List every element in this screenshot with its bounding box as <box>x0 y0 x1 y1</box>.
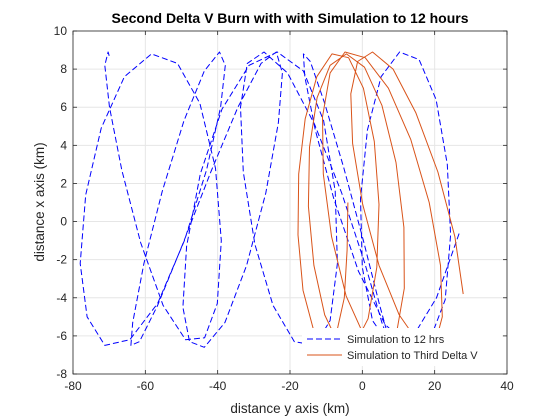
y-tick-label: -6 <box>56 329 67 343</box>
x-tick-label: 0 <box>359 379 366 393</box>
y-tick-label: 10 <box>54 24 68 38</box>
y-tick-label: 2 <box>60 176 67 190</box>
chart-title: Second Delta V Burn with with Simulation… <box>111 10 468 26</box>
x-tick-label: 40 <box>500 379 514 393</box>
x-tick-label: -40 <box>209 379 227 393</box>
y-tick-label: 6 <box>60 100 67 114</box>
x-tick-label: -20 <box>281 379 299 393</box>
y-tick-label: 4 <box>60 138 67 152</box>
legend: Simulation to 12 hrs Simulation to Third … <box>302 328 502 366</box>
legend-label-1: Simulation to 12 hrs <box>347 334 445 346</box>
legend-label-2: Simulation to Third Delta V <box>347 350 478 362</box>
series-line-2 <box>297 51 464 350</box>
y-tick-label: 0 <box>60 215 67 229</box>
legend-box <box>302 328 502 366</box>
y-tick-label: 8 <box>60 62 67 76</box>
y-tick-label: -2 <box>56 253 67 267</box>
x-tick-label: -60 <box>137 379 155 393</box>
y-tick-label: -8 <box>56 367 67 381</box>
x-tick-label: -80 <box>64 379 82 393</box>
x-tick-label: 20 <box>428 379 442 393</box>
plot-area: -80 -60 -40 -20 0 20 40-8-6-4-20246810Simulati… <box>54 24 514 393</box>
y-tick-label: -4 <box>56 291 67 305</box>
y-axis-label: distance x axis (km) <box>32 142 47 261</box>
x-axis-label: distance y axis (km) <box>230 401 349 416</box>
